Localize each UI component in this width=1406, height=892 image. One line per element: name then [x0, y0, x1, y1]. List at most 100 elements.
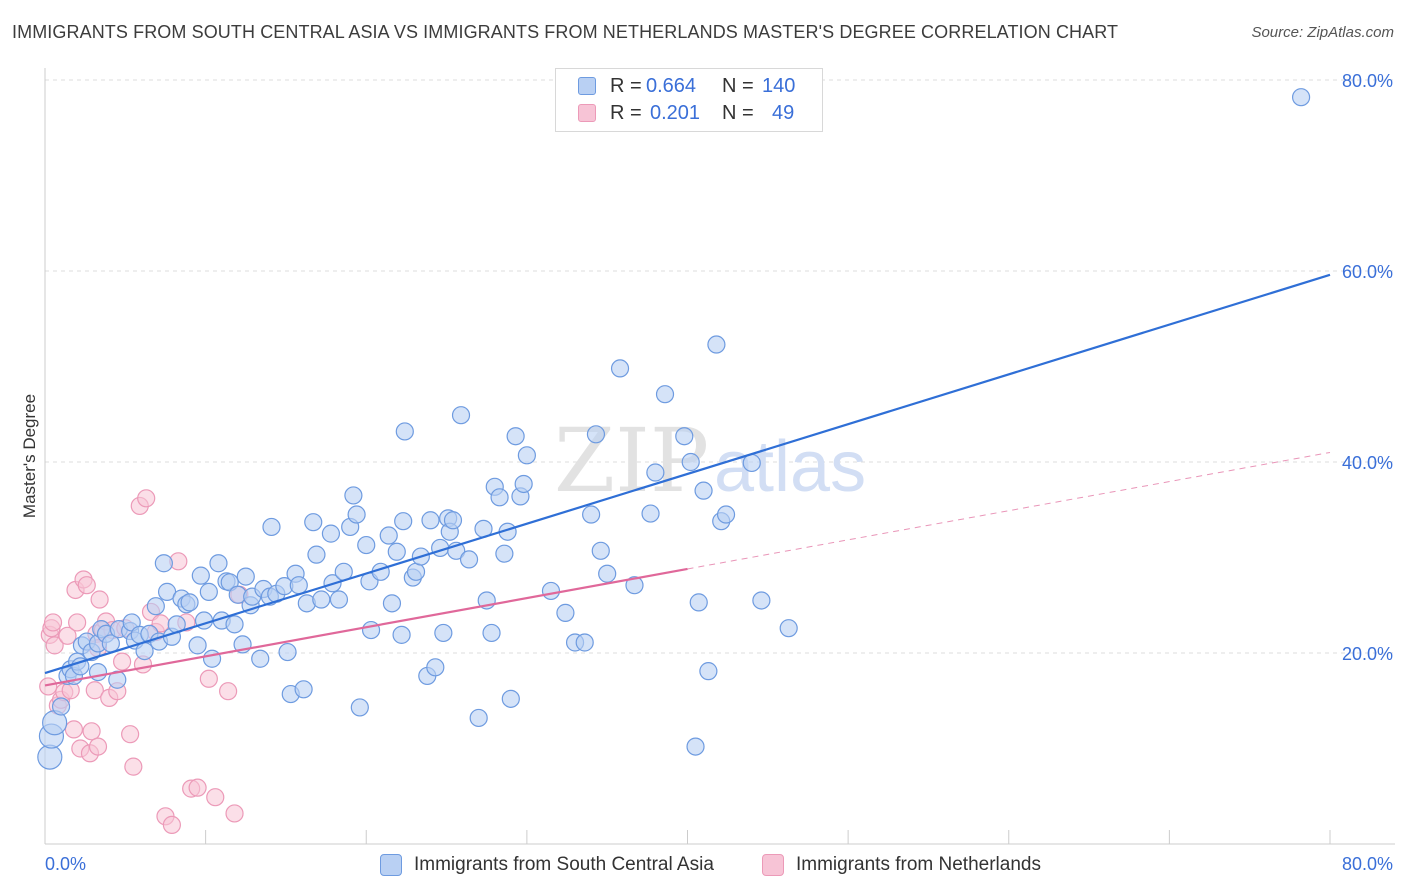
south-central-asia-point [180, 593, 199, 612]
south-central-asia-point [514, 474, 533, 494]
legend-n-value: 140 [762, 74, 796, 97]
south-central-asia-point [779, 619, 798, 638]
netherlands-point [112, 652, 132, 671]
netherlands-point [82, 722, 101, 741]
south-central-asia-point [694, 481, 713, 500]
south-central-asia-point [707, 335, 726, 354]
south-central-asia-point [681, 452, 700, 472]
south-central-asia-point [344, 486, 363, 505]
south-central-asia-point [490, 488, 509, 507]
south-central-asia-point [591, 541, 610, 560]
south-central-asia-point [459, 550, 479, 569]
bottom-legend-item-netherlands: Immigrants from Netherlands [762, 852, 1041, 878]
watermark-atlas: atlas [714, 427, 866, 507]
netherlands-point [199, 669, 218, 688]
south-central-asia-point [625, 576, 644, 595]
south-central-asia-point [556, 603, 575, 622]
source-label: Source: ZipAtlas.com [1251, 24, 1394, 41]
x-tick-label: 0.0% [45, 854, 86, 874]
south-central-asia-point [426, 658, 445, 677]
south-central-asia-point [443, 511, 463, 530]
y-tick-label: 60.0% [1342, 262, 1393, 282]
south-central-asia-point [236, 567, 255, 586]
netherlands-point [58, 626, 77, 645]
netherlands-point [43, 613, 63, 632]
south-central-asia-point [289, 576, 308, 595]
legend-r-value: 0.664 [646, 74, 697, 97]
south-central-asia-point [392, 625, 411, 644]
trend-lines [44, 273, 1331, 687]
netherlands-point [188, 778, 207, 797]
south-central-asia-point [262, 517, 281, 537]
bottom-legend-label: Immigrants from South Central Asia [414, 854, 714, 875]
south-central-asia-point [641, 504, 660, 523]
data-points [37, 88, 1311, 835]
south-central-asia-point [517, 446, 536, 465]
south-central-asia-point [379, 526, 398, 545]
south-central-asia-point [294, 680, 313, 699]
south-central-asia-point [1291, 88, 1311, 107]
netherlands-point [219, 682, 238, 701]
netherlands-point [137, 489, 156, 508]
south-central-asia-trend-line [44, 273, 1331, 675]
legend-swatch-blue [578, 77, 596, 95]
netherlands-point [68, 613, 87, 632]
south-central-asia-point [451, 406, 471, 425]
south-central-asia-point [610, 359, 630, 378]
south-central-asia-point [225, 615, 244, 634]
south-central-asia-point [506, 427, 525, 446]
netherlands-point [121, 725, 140, 744]
south-central-asia-point [312, 590, 331, 609]
legend-n-label: N = [722, 101, 754, 124]
south-central-asia-point [188, 636, 207, 655]
y-tick-label: 80.0% [1342, 71, 1393, 91]
south-central-asia-point [675, 427, 694, 446]
south-central-asia-point [347, 505, 366, 524]
south-central-asia-point [686, 737, 705, 756]
south-central-asia-point [71, 657, 90, 676]
south-central-asia-point [154, 554, 173, 573]
south-central-asia-point [350, 698, 369, 717]
legend-r-label: R = [610, 101, 642, 124]
south-central-asia-point [495, 544, 514, 563]
netherlands-point [64, 720, 84, 739]
bottom-legend-item-south-central-asia: Immigrants from South Central Asia [380, 852, 714, 878]
legend-n-value: 49 [772, 101, 795, 124]
south-central-asia-point [482, 623, 501, 643]
netherlands-point [45, 636, 64, 655]
south-central-asia-point [752, 591, 771, 610]
chart-title: IMMIGRANTS FROM SOUTH CENTRAL ASIA VS IM… [12, 22, 1119, 42]
south-central-asia-point [209, 554, 228, 573]
bottom-legend-label: Immigrants from Netherlands [796, 854, 1041, 875]
south-central-asia-point [108, 670, 127, 689]
netherlands-point [88, 737, 108, 756]
south-central-asia-point [582, 505, 601, 524]
south-central-asia-point [361, 620, 381, 640]
south-central-asia-point [501, 689, 520, 708]
south-central-asia-point [146, 597, 165, 616]
south-central-asia-point [387, 542, 406, 561]
south-central-asia-point [598, 564, 617, 583]
south-central-asia-point [716, 505, 736, 524]
south-central-asia-point [541, 581, 561, 601]
south-central-asia-point [382, 594, 402, 613]
south-central-asia-point [329, 590, 349, 609]
netherlands-point [90, 590, 109, 609]
netherlands-point [225, 804, 244, 823]
y-tick-label: 20.0% [1342, 644, 1393, 664]
netherlands-point [77, 576, 96, 595]
legend-n-label: N = [722, 74, 754, 97]
south-central-asia-point [307, 545, 326, 564]
south-central-asia-point [394, 512, 413, 531]
stats-legend: R = 0.664 N = 140 R = 0.201 N = 49 [555, 68, 823, 132]
south-central-asia-point [191, 566, 210, 585]
netherlands-point [206, 788, 225, 807]
south-central-asia-point [278, 642, 297, 662]
south-central-asia-point [202, 649, 222, 668]
south-central-asia-point [395, 422, 414, 441]
south-central-asia-point [304, 513, 323, 532]
tick-labels: 20.0% 40.0% 60.0% 80.0% 0.0% 80.0% [45, 71, 1393, 874]
south-central-asia-point [357, 535, 376, 555]
south-central-asia-point [199, 582, 218, 601]
